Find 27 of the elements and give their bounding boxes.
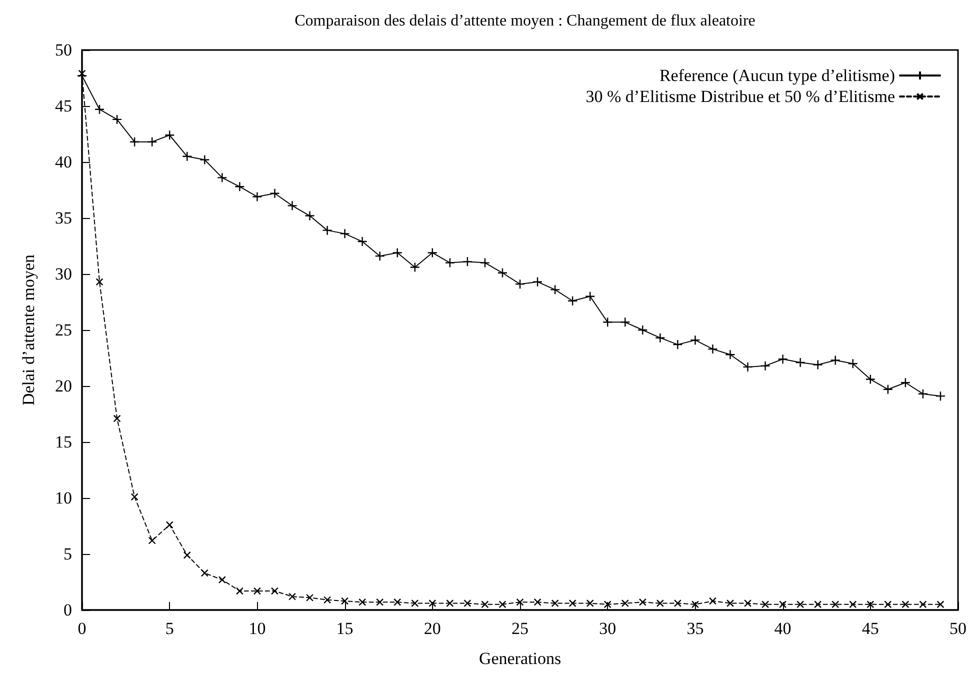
y-tick-label: 45	[55, 96, 72, 116]
y-tick-label: 20	[55, 376, 72, 396]
x-tick-label: 10	[248, 619, 266, 638]
y-tick-label: 5	[64, 544, 72, 564]
legend-label: Reference (Aucun type d’elitisme)	[659, 66, 895, 85]
y-axis-title: Delai d’attente moyen	[19, 254, 38, 406]
x-tick-label: 35	[686, 619, 704, 638]
y-tick-label: 10	[55, 488, 72, 508]
x-tick-label: 40	[774, 619, 792, 638]
x-tick-label: 0	[78, 619, 86, 638]
y-tick-label: 40	[55, 152, 72, 172]
x-tick-label: 45	[862, 619, 879, 638]
legend-label: 30 % d’Elitisme Distribue et 50 % d’Elitisme	[586, 87, 895, 106]
x-tick-label: 30	[599, 619, 616, 638]
x-tick-label: 20	[424, 619, 441, 638]
x-axis-title: Generations	[478, 649, 562, 668]
y-tick-label: 30	[55, 264, 72, 284]
x-tick-label: 50	[950, 619, 966, 638]
y-tick-label: 15	[55, 432, 72, 452]
y-tick-label: 25	[55, 320, 72, 340]
x-tick-label: 25	[512, 619, 528, 638]
y-tick-label: 35	[55, 208, 72, 228]
y-tick-label: 50	[55, 40, 72, 60]
x-tick-label: 5	[165, 619, 174, 638]
y-tick-label: 0	[64, 600, 72, 620]
chart-title: Comparaison des delais d’attente moyen : Changement de flux aleatoire	[294, 12, 756, 30]
x-tick-label: 15	[336, 619, 354, 638]
